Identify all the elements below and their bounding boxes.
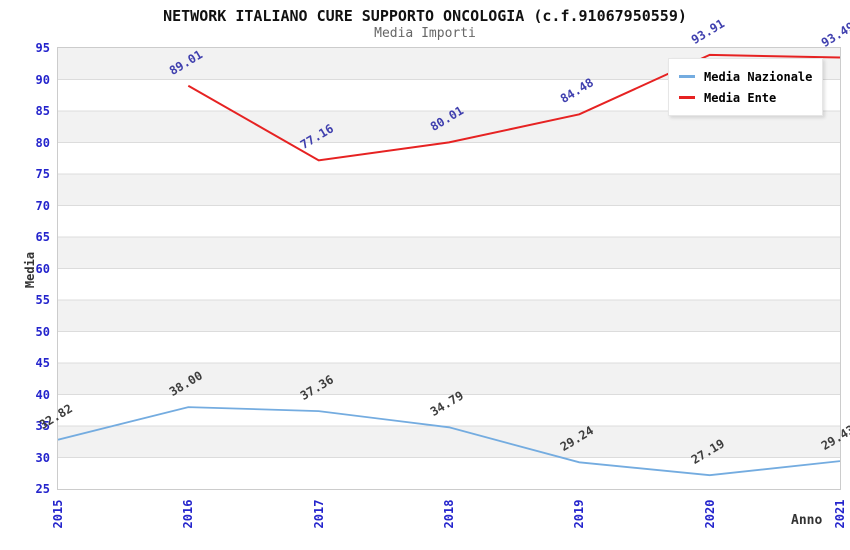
x-tick-label: 2021 <box>833 499 847 529</box>
legend-item: Media Ente <box>679 87 812 108</box>
legend-item: Media Nazionale <box>679 66 812 87</box>
plot-band <box>58 394 840 426</box>
y-tick-label: 45 <box>35 356 50 370</box>
legend-label: Media Nazionale <box>704 69 813 84</box>
x-tick-label: 2018 <box>442 499 456 529</box>
y-tick-label: 95 <box>35 41 50 55</box>
plot-band <box>58 174 840 206</box>
y-tick-label: 30 <box>35 450 50 465</box>
plot-band <box>58 457 840 489</box>
plot-band <box>58 205 840 237</box>
plot-band <box>58 111 840 143</box>
plot-area <box>57 47 841 490</box>
plot-band <box>58 300 840 332</box>
y-tick-label: 40 <box>35 387 50 402</box>
y-tick-label: 70 <box>35 198 50 213</box>
plot-band <box>58 363 840 395</box>
plot-band <box>58 268 840 300</box>
y-tick-label: 80 <box>35 135 50 150</box>
legend: Media Nazionale Media Ente <box>668 58 824 116</box>
plot-band <box>58 142 840 174</box>
y-tick-label: 25 <box>35 482 50 496</box>
y-tick-label: 65 <box>35 230 50 244</box>
chart-title: NETWORK ITALIANO CURE SUPPORTO ONCOLOGIA… <box>163 7 687 25</box>
series-line <box>187 53 840 162</box>
plot-band <box>58 237 840 269</box>
x-tick-label: 2019 <box>572 499 587 529</box>
x-tick-label: 2017 <box>311 499 326 529</box>
x-tick-label: 2016 <box>181 499 196 529</box>
legend-label: Media Ente <box>704 90 777 105</box>
y-tick-label: 75 <box>35 167 50 181</box>
legend-line-icon <box>679 96 695 99</box>
legend-line-icon <box>679 75 695 78</box>
y-tick-label: 55 <box>35 293 50 307</box>
y-tick-label: 60 <box>35 261 50 276</box>
y-tick-label: 90 <box>35 72 50 87</box>
y-tick-label: 85 <box>35 104 50 118</box>
chart-subtitle: Media Importi <box>374 26 476 41</box>
series-line <box>58 406 840 477</box>
plot-band <box>58 426 840 458</box>
plot-band <box>58 331 840 363</box>
y-tick-label: 35 <box>35 419 50 433</box>
x-tick-label: 2015 <box>51 499 65 529</box>
y-tick-label: 50 <box>35 324 50 339</box>
x-axis-title: Anno <box>791 513 823 528</box>
x-tick-label: 2020 <box>702 499 717 529</box>
